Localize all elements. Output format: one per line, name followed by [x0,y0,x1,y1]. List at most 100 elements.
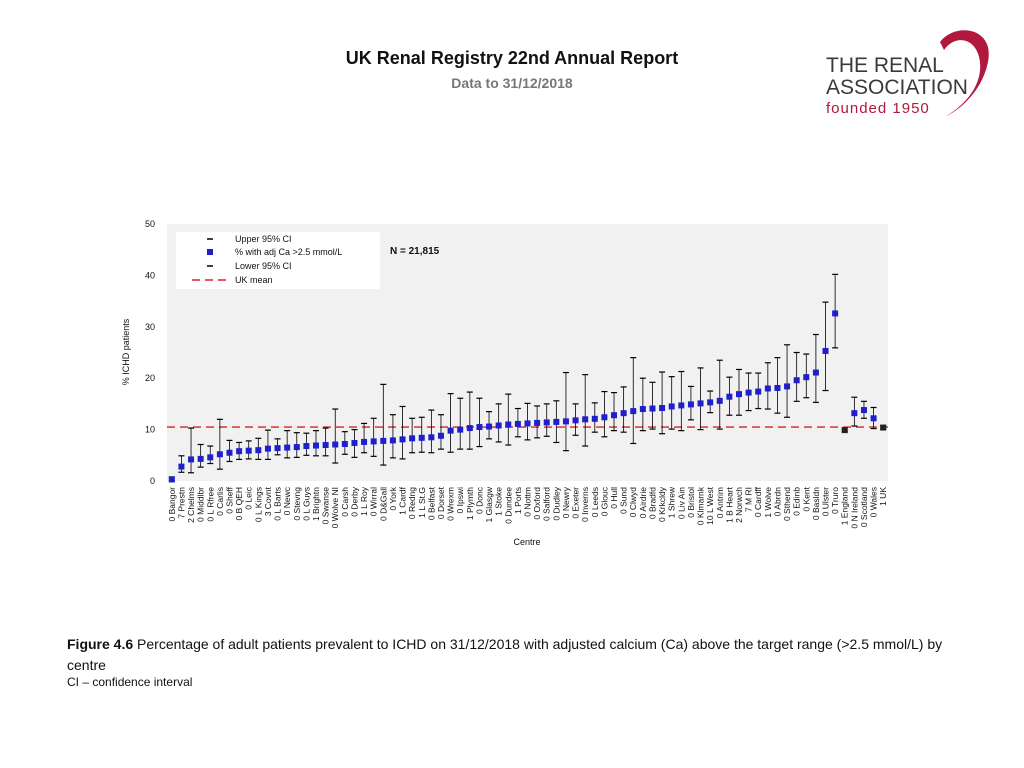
x-tick-label: 0 Stevng [292,487,302,521]
x-tick-label: 0 Inverns [580,487,590,522]
data-point [543,419,550,426]
y-axis-label: % ICHD patients [121,318,131,385]
x-tick-label: 1 Shrew [667,486,677,518]
x-tick-label: 0 Nottm [523,487,533,517]
x-tick-label: 1 B Heart [724,486,734,523]
data-point [582,416,589,423]
data-point [601,414,608,421]
data-point [611,412,618,419]
data-point [264,445,271,452]
data-point [168,476,175,483]
x-tick-label: 0 Abrdn [772,487,782,517]
x-tick-label: 0 Swanse [321,487,331,525]
figure-text: Percentage of adult patients prevalent t… [67,636,943,673]
x-tick-label: 0 L Kings [253,487,263,522]
data-point [620,410,627,417]
x-tick-label: 0 Truro [830,487,840,514]
x-tick-label: 1 Wolve [763,487,773,518]
data-point [851,410,858,417]
x-tick-label: 0 Carsh [340,487,350,517]
data-point [341,440,348,447]
data-point [735,391,742,398]
y-tick-label: 10 [145,425,155,435]
x-tick-label: 1 England [840,487,850,526]
data-point [630,408,637,415]
x-tick-label: 0 Leeds [590,487,600,517]
x-tick-label: 0 Wolve NI [330,487,340,528]
x-tick-label: 0 Basldn [811,487,821,520]
data-point [303,443,310,450]
data-point [716,397,723,404]
data-point [495,422,502,429]
x-tick-label: 0 Sund [619,487,629,514]
data-points [168,310,887,483]
x-tick-label: 0 L Barts [273,487,283,521]
x-tick-label: 0 York [388,486,398,510]
data-point [659,405,666,412]
x-tick-label: 0 Hull [609,487,619,509]
data-point [178,463,185,470]
data-point [380,437,387,444]
data-point [524,420,531,427]
figure-label: Figure 4.6 [67,636,134,652]
data-point [226,449,233,456]
x-tick-label: 7 Prestn [176,487,186,519]
data-point [687,401,694,408]
logo-line1: THE RENAL [826,54,944,77]
x-tick-label: 1 L St.G [417,487,427,518]
x-tick-label: 0 Bradfd [647,487,657,519]
data-point [784,383,791,390]
data-point [486,423,493,430]
data-point [841,427,848,434]
y-tick-label: 50 [145,219,155,229]
legend-point-marker [207,249,213,255]
legend-point-label: % with adj Ca >2.5 mmol/L [235,247,342,257]
chart: 0 10 20 30 40 50 0 Bangor 7 Prestn 2 Chelms 0 Mi… [121,219,888,547]
ci-note: CI – confidence interval [67,675,193,689]
logo-line3: founded 1950 [826,100,930,117]
x-tick-label: 0 Salford [542,487,552,521]
data-point [351,439,358,446]
renal-association-logo: THE RENAL ASSOCIATION founded 1950 [826,30,989,117]
y-tick-label: 30 [145,322,155,332]
data-point [870,415,877,422]
x-tick-label: 0 Edinb [792,487,802,516]
report-title: UK Renal Registry 22nd Annual Report [345,48,679,68]
data-point [197,455,204,462]
data-point [678,402,685,409]
data-point [207,454,214,461]
x-tick-label: 0 Derby [349,486,359,517]
x-tick-label: 7 M RI [744,487,754,512]
x-tick-label: 2 Chelms [186,487,196,523]
data-point [466,425,473,432]
data-point [188,456,195,463]
data-point [418,434,425,441]
data-point [322,442,329,449]
data-point [274,445,281,452]
data-point [236,448,243,455]
n-annotation: N = 21,815 [390,246,440,257]
legend-upper-label: Upper 95% CI [235,234,292,244]
x-tick-label: 0 Clwyd [628,487,638,518]
data-point [803,374,810,381]
x-tick-label: 0 Belfast [426,486,436,520]
x-tick-label: 1 Ports [513,487,523,514]
x-tick-label: 0 N Ireland [849,487,859,529]
x-tick-label: 1 Stoke [494,487,504,516]
x-tick-label: 0 L Guys [301,487,311,521]
data-point [505,421,512,428]
data-point [639,406,646,413]
y-tick-label: 0 [150,476,155,486]
x-tick-label: 0 Redng [407,487,417,519]
x-tick-label: 1 UK [878,487,888,506]
x-tick-label: 0 Donc [474,486,484,514]
data-point [562,418,569,425]
x-tick-label: 0 Middlbr [196,487,206,522]
x-tick-label: 0 Antrim [715,487,725,518]
x-tick-label: 3 Covnt [263,486,273,516]
x-tick-label: 1 Glasgw [484,486,494,522]
data-point [745,389,752,396]
x-tick-label: 0 Leic [244,486,254,509]
legend-mean-label: UK mean [235,275,273,285]
header: UK Renal Registry 22nd Annual Report Dat… [0,48,1024,91]
